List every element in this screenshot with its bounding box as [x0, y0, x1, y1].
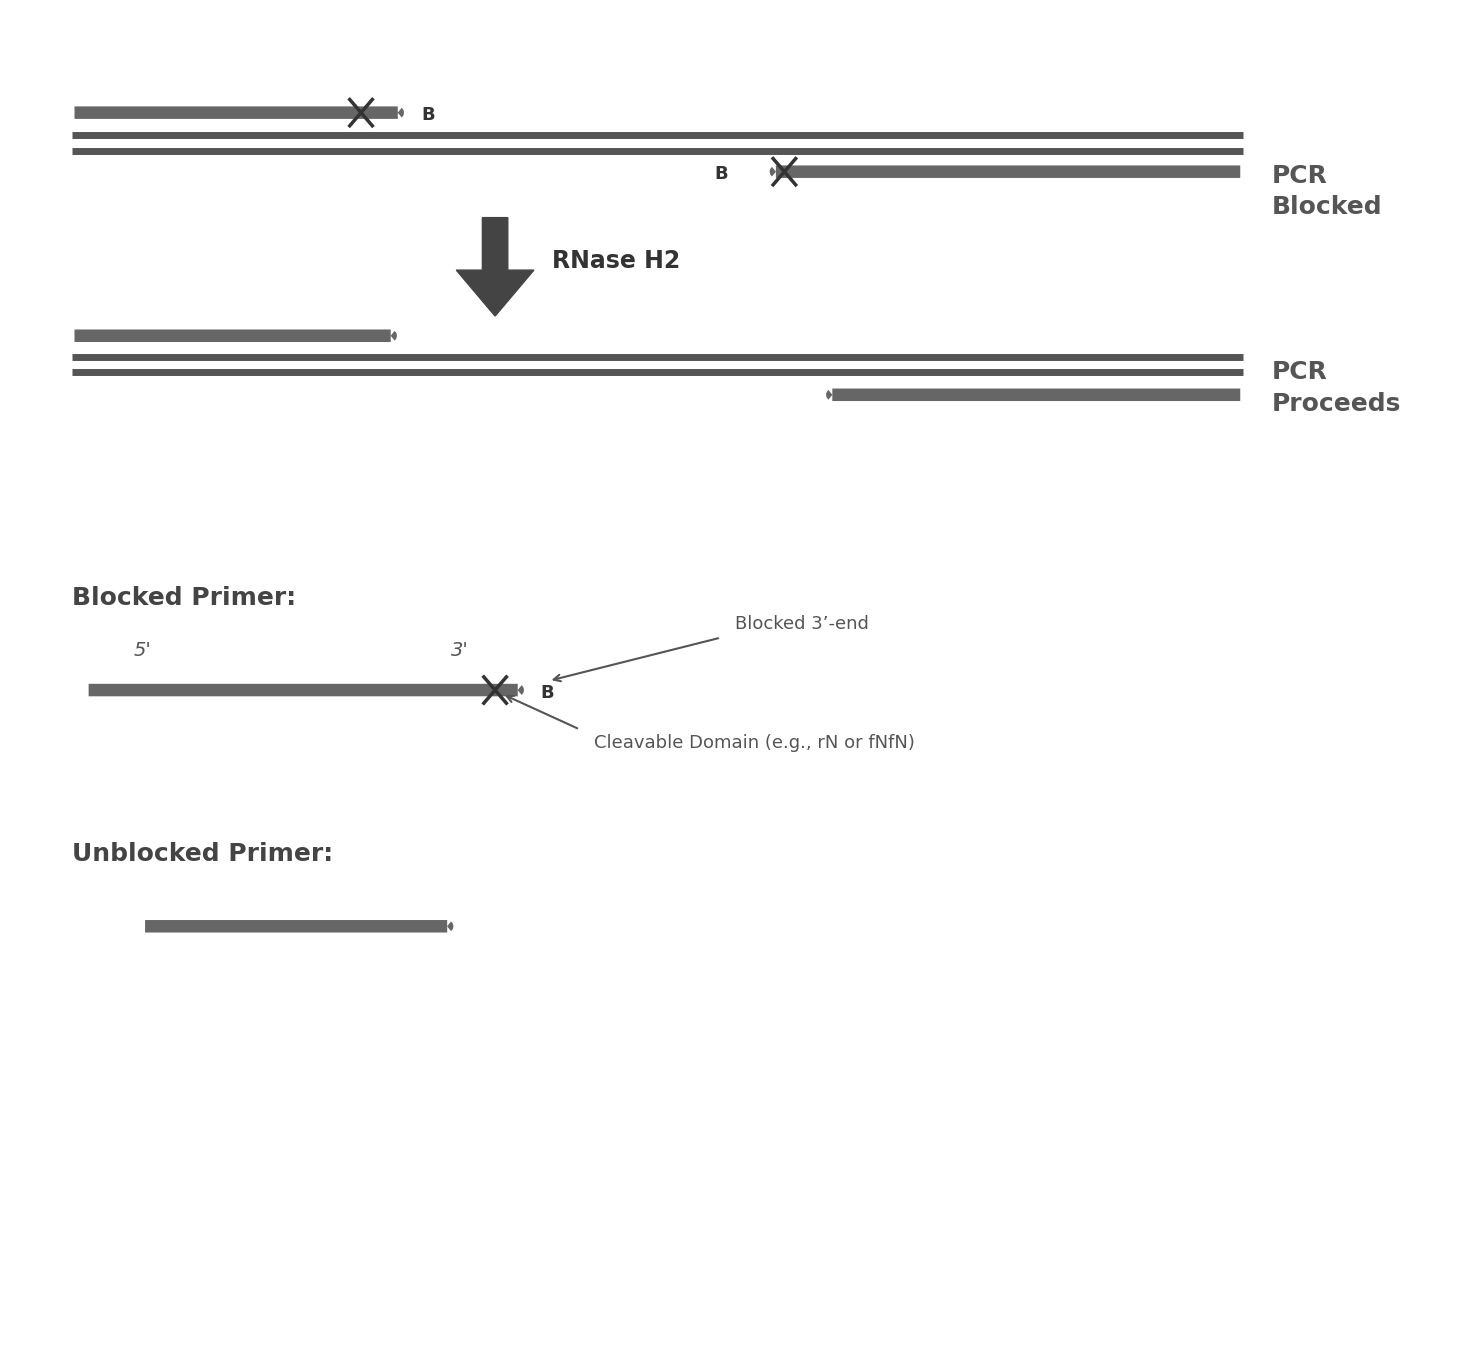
Text: Unblocked Primer:: Unblocked Primer: — [72, 842, 332, 867]
Text: B: B — [714, 165, 728, 183]
Text: PCR
Proceeds: PCR Proceeds — [1272, 361, 1401, 416]
Text: B: B — [541, 684, 554, 701]
Text: 3': 3' — [451, 641, 469, 660]
FancyArrow shape — [456, 217, 534, 316]
Text: PCR
Blocked: PCR Blocked — [1272, 164, 1382, 219]
Text: Blocked Primer:: Blocked Primer: — [72, 586, 295, 610]
Text: B: B — [422, 107, 435, 124]
Text: 5': 5' — [134, 641, 151, 660]
Text: Cleavable Domain (e.g., rN or fNfN): Cleavable Domain (e.g., rN or fNfN) — [594, 734, 914, 752]
Text: RNase H2: RNase H2 — [551, 249, 679, 273]
Text: Blocked 3’-end: Blocked 3’-end — [735, 615, 869, 633]
